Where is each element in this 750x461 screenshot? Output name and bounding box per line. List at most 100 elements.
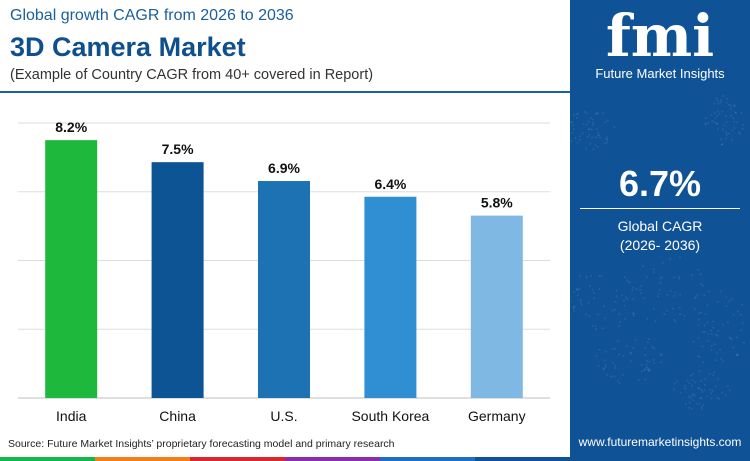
map-dot [725, 304, 728, 307]
x-tick-label: Germany [468, 408, 526, 424]
map-dot [579, 301, 582, 304]
map-dot [690, 274, 693, 277]
map-dot [641, 265, 644, 268]
map-dot [646, 317, 649, 320]
map-dot [591, 288, 594, 291]
map-dot [660, 276, 663, 279]
map-dot [577, 294, 579, 296]
map-dot [611, 309, 614, 312]
map-dot [599, 136, 602, 139]
fmi-logo: fmi [606, 4, 714, 66]
cagr-period: (2026- 2036) [619, 237, 701, 253]
map-dot [728, 300, 731, 303]
data-label: 8.2% [55, 119, 87, 135]
map-dot [703, 389, 706, 392]
map-dot [573, 309, 576, 312]
map-dot [652, 307, 655, 310]
map-dot [590, 128, 593, 131]
map-dot [602, 112, 605, 115]
map-dot [722, 323, 724, 326]
x-tick-label: China [159, 408, 196, 424]
map-dot [615, 289, 618, 292]
map-dot [614, 367, 617, 369]
map-dot [602, 368, 605, 371]
map-dot [659, 281, 662, 284]
map-dot [573, 305, 576, 308]
map-dot [706, 395, 709, 398]
map-dot [587, 121, 590, 123]
website-url[interactable]: www.futuremarketinsights.com [578, 435, 742, 449]
map-dot [605, 138, 608, 140]
map-dot [627, 280, 630, 283]
map-dot [712, 320, 715, 323]
x-tick-label: U.S. [270, 408, 297, 424]
map-dot [586, 135, 589, 138]
map-dot [635, 288, 638, 290]
map-dot [604, 350, 607, 353]
map-dot [583, 110, 586, 113]
map-dot [588, 128, 591, 131]
map-dot [716, 110, 719, 113]
map-dot [587, 301, 590, 304]
globe-icon [667, 10, 681, 19]
map-dot [696, 293, 699, 296]
bar [151, 162, 204, 398]
map-dot [618, 353, 621, 356]
map-dot [726, 321, 729, 324]
map-dot [639, 288, 641, 291]
map-dot [625, 345, 628, 347]
map-dot [585, 112, 588, 115]
data-label: 6.4% [374, 176, 406, 192]
map-dot [688, 401, 691, 404]
map-dot [733, 104, 736, 107]
map-dot [740, 112, 743, 115]
map-dot [598, 348, 601, 351]
global-cagr-value: 6.7% [618, 163, 702, 204]
map-dot [618, 382, 621, 385]
map-dot [666, 309, 668, 312]
map-dot [679, 313, 682, 316]
map-dot [648, 360, 651, 363]
map-dot [619, 320, 621, 323]
map-dot [713, 102, 716, 105]
map-dot [699, 273, 702, 275]
map-dot [741, 127, 744, 130]
map-dot [590, 117, 593, 120]
map-dot [673, 318, 676, 321]
map-dot [597, 112, 599, 115]
map-dot [644, 347, 647, 350]
map-dot [729, 114, 732, 117]
map-dot [705, 117, 707, 119]
map-dot [678, 277, 681, 280]
map-dot [601, 327, 604, 330]
map-dot [725, 296, 728, 299]
map-dot [573, 128, 575, 131]
map-dot [697, 355, 700, 358]
color-segment [95, 457, 190, 461]
map-dot [640, 292, 643, 295]
map-dot [589, 142, 592, 145]
map-dot [704, 377, 707, 380]
map-dot [622, 373, 625, 376]
map-dot [721, 143, 724, 146]
map-dot [632, 346, 635, 349]
map-dot [604, 317, 607, 320]
map-dot [640, 285, 643, 287]
map-dot [663, 313, 666, 315]
color-segment [190, 457, 285, 461]
map-dot [729, 107, 732, 110]
map-dot [585, 123, 588, 126]
map-dot [699, 379, 702, 382]
map-dot [698, 386, 700, 389]
map-dot [709, 388, 712, 391]
map-dot [673, 276, 676, 279]
map-dot [707, 339, 710, 342]
map-dot [717, 329, 720, 332]
map-dot [714, 117, 717, 120]
map-dot [614, 364, 617, 367]
map-dot [698, 370, 701, 373]
x-tick-label: India [56, 408, 87, 424]
map-dot [615, 295, 618, 298]
bar [364, 196, 417, 398]
map-dot [693, 297, 696, 300]
